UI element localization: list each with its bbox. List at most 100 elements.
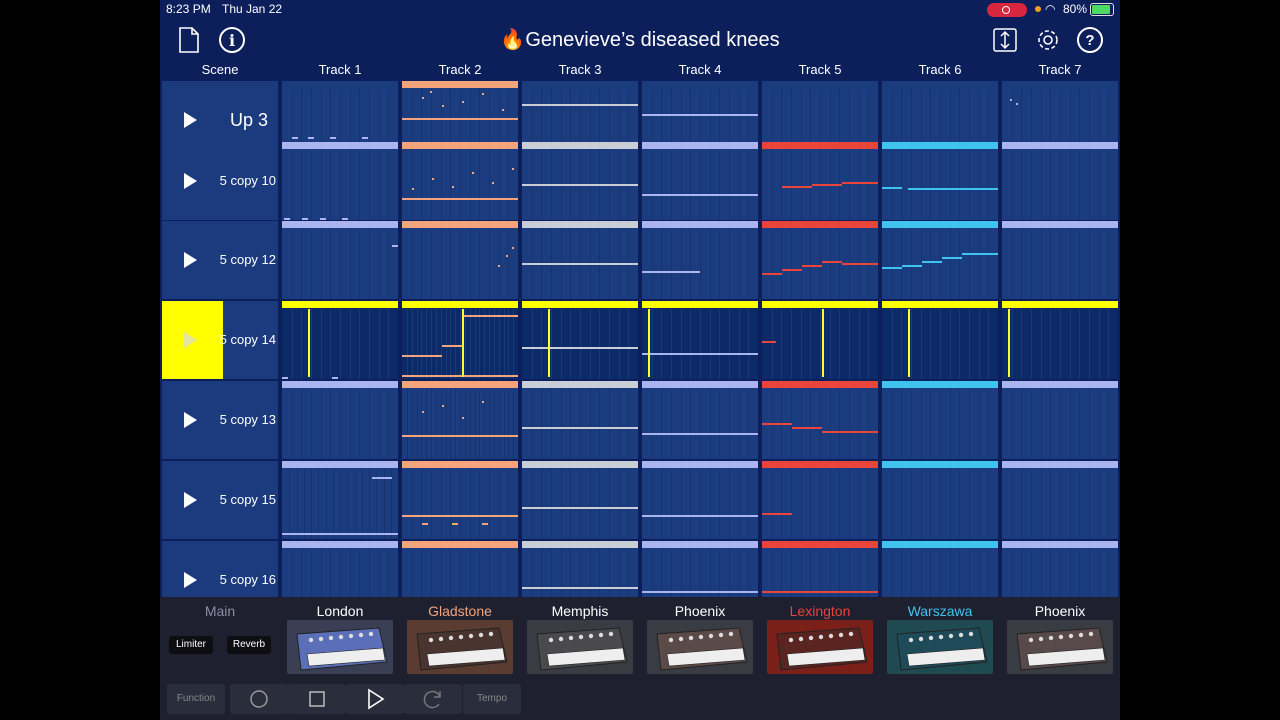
clip-grid-lines <box>892 150 989 220</box>
clip-cell[interactable] <box>1002 221 1118 299</box>
scene-launch-button[interactable]: 5 copy 12 <box>162 221 278 299</box>
settings-gear-icon[interactable] <box>1035 27 1061 53</box>
instrument-name[interactable]: Phoenix <box>1034 603 1086 619</box>
playhead <box>822 309 824 377</box>
track-header[interactable]: Track 1 <box>318 62 362 77</box>
synth-thumbnail-image[interactable] <box>647 620 753 674</box>
main-label[interactable]: Main <box>204 603 236 619</box>
help-icon[interactable]: ? <box>1077 27 1103 53</box>
playhead <box>548 309 550 377</box>
clip-cell[interactable] <box>282 301 398 379</box>
synth-thumbnail-image[interactable] <box>527 620 633 674</box>
synth-thumbnail-image[interactable] <box>407 620 513 674</box>
track-header[interactable]: Track 4 <box>678 62 722 77</box>
synth-thumbnail-image[interactable] <box>1007 620 1113 674</box>
scene-launch-button[interactable]: 5 copy 10 <box>162 142 278 220</box>
export-icon[interactable] <box>992 27 1018 53</box>
clip-color-bar <box>522 541 638 548</box>
synth-thumbnail-image[interactable] <box>767 620 873 674</box>
clip-cell[interactable] <box>402 142 518 220</box>
synth-thumbnail-image[interactable] <box>887 620 993 674</box>
info-icon[interactable]: i <box>219 27 245 53</box>
record-button[interactable] <box>230 684 288 714</box>
track-header[interactable]: Track 3 <box>558 62 602 77</box>
track-header[interactable]: Track 6 <box>918 62 962 77</box>
reverb-button[interactable]: Reverb <box>227 636 271 654</box>
clip-cell[interactable] <box>282 461 398 539</box>
clip-grid-lines <box>1012 229 1109 299</box>
instrument-name[interactable]: Phoenix <box>674 603 726 619</box>
scene-row-active: 5 copy 14 <box>160 301 1120 379</box>
instrument-name[interactable]: Memphis <box>551 603 609 619</box>
clip-cell[interactable] <box>762 301 878 379</box>
instrument-name[interactable]: London <box>316 603 364 619</box>
clip-cell[interactable] <box>522 221 638 299</box>
track-header[interactable]: Track 7 <box>1038 62 1082 77</box>
clip-cell[interactable] <box>882 142 998 220</box>
instrument-name[interactable]: Warszawa <box>907 603 973 619</box>
clip-cell[interactable] <box>522 461 638 539</box>
clip-cell[interactable] <box>762 461 878 539</box>
loop-button[interactable] <box>404 684 462 714</box>
clip-cell[interactable] <box>882 461 998 539</box>
clip-cell[interactable] <box>402 221 518 299</box>
clip-cell[interactable] <box>522 381 638 459</box>
clip-cell[interactable] <box>282 381 398 459</box>
clip-cell[interactable] <box>642 301 758 379</box>
clip-cell[interactable] <box>1002 461 1118 539</box>
track-header[interactable]: Track 2 <box>438 62 482 77</box>
clip-cell[interactable] <box>1002 541 1118 597</box>
clip-grid-lines <box>412 150 509 220</box>
status-time: 8:23 PM <box>166 2 211 16</box>
note-mark <box>522 263 638 265</box>
note-mark <box>902 265 922 267</box>
clip-cell[interactable] <box>1002 301 1118 379</box>
scene-launch-button[interactable]: 5 copy 15 <box>162 461 278 539</box>
clip-cell[interactable] <box>522 541 638 597</box>
clip-cell[interactable] <box>402 461 518 539</box>
stop-button[interactable] <box>288 684 346 714</box>
clip-cell[interactable] <box>402 541 518 597</box>
clip-cell[interactable] <box>1002 142 1118 220</box>
clip-cell[interactable] <box>642 461 758 539</box>
clip-cell[interactable] <box>762 541 878 597</box>
function-button[interactable]: Function <box>167 684 225 714</box>
scene-launch-button[interactable]: 5 copy 13 <box>162 381 278 459</box>
clip-cell[interactable] <box>1002 381 1118 459</box>
clip-cell[interactable] <box>402 301 518 379</box>
synth-thumbnail-image[interactable] <box>287 620 393 674</box>
clip-cell[interactable] <box>522 142 638 220</box>
clip-cell[interactable] <box>282 142 398 220</box>
limiter-button[interactable]: Limiter <box>169 636 213 654</box>
clip-cell[interactable] <box>762 221 878 299</box>
clip-cell[interactable] <box>762 381 878 459</box>
note-mark <box>842 263 878 265</box>
scene-launch-button[interactable]: 5 copy 14 <box>162 301 278 379</box>
clip-cell[interactable] <box>882 301 998 379</box>
note-mark <box>522 184 638 186</box>
note-mark <box>822 261 842 263</box>
clip-cell[interactable] <box>882 541 998 597</box>
clip-cell[interactable] <box>882 221 998 299</box>
instrument-name[interactable]: Lexington <box>789 603 851 619</box>
clip-cell[interactable] <box>762 142 878 220</box>
new-document-icon[interactable] <box>176 27 202 53</box>
clip-cell[interactable] <box>642 221 758 299</box>
clip-cell[interactable] <box>522 301 638 379</box>
note-mark <box>412 188 414 190</box>
note-mark <box>462 315 518 317</box>
clip-cell[interactable] <box>642 541 758 597</box>
track-header[interactable]: Track 5 <box>798 62 842 77</box>
screen-record-icon[interactable] <box>987 3 1027 17</box>
play-button[interactable] <box>346 684 404 714</box>
clip-color-bar <box>1002 301 1118 308</box>
tempo-button[interactable]: Tempo <box>463 684 521 714</box>
scene-launch-button[interactable]: 5 copy 16 <box>162 541 278 597</box>
clip-cell[interactable] <box>402 381 518 459</box>
instrument-name[interactable]: Gladstone <box>428 603 492 619</box>
clip-cell[interactable] <box>642 142 758 220</box>
clip-cell[interactable] <box>282 541 398 597</box>
clip-cell[interactable] <box>642 381 758 459</box>
clip-cell[interactable] <box>282 221 398 299</box>
clip-cell[interactable] <box>882 381 998 459</box>
